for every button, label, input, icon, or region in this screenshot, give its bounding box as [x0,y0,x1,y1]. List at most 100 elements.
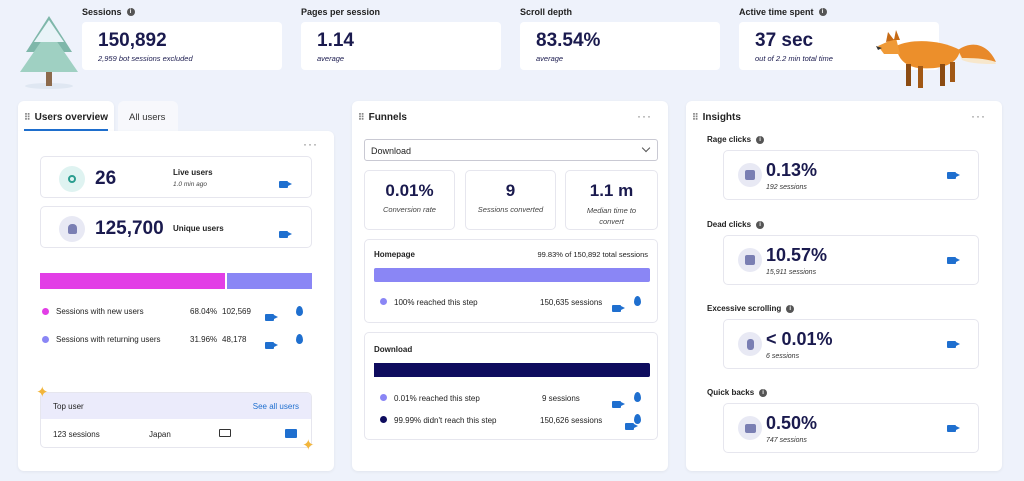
insight-value: < 0.01% [766,329,833,349]
unique-users-label: Unique users [173,224,224,233]
insight-card-rage-clicks[interactable]: 0.13% 192 sessions [723,150,979,200]
recording-icon[interactable] [279,231,292,238]
returning-users-row: Sessions with returning users 31.96% 48,… [40,333,312,349]
legend-dot [380,416,387,423]
legend-dot [42,336,49,343]
stat-value: 0.01% [385,181,434,200]
unique-users-value: 125,700 [95,218,164,239]
new-vs-returning-bar [40,273,312,289]
insight-card-dead-clicks[interactable]: 10.57% 15,911 sessions [723,235,979,285]
more-options-icon[interactable]: ··· [303,137,318,151]
insight-card-excessive-scrolling[interactable]: < 0.01% 6 sessions [723,319,979,369]
sparkle-icon: ✦ [36,384,49,401]
legend-dot [380,394,387,401]
insight-value: 10.57% [766,245,828,265]
tab-all-users[interactable]: All users [118,101,178,131]
top-user-title: Top user [53,402,84,411]
top-user-sessions: 123 sessions [53,430,100,439]
metric-sub: average [536,54,564,63]
top-user-card: Top user See all users 123 sessions Japa… [40,392,312,448]
recording-icon[interactable] [279,181,292,188]
tab-users-overview[interactable]: ⠿ Users overview [18,101,114,131]
metric-scroll-depth: Scroll depth 83.54% average [520,7,720,70]
funnel-select-value: Download [371,146,412,156]
top-user-country: Japan [149,430,171,439]
info-icon[interactable]: i [818,8,827,16]
heatmap-icon[interactable] [296,306,303,316]
id-card-icon[interactable] [285,429,297,438]
recording-icon[interactable] [947,425,960,432]
heatmap-icon[interactable] [634,392,641,402]
info-icon[interactable]: i [756,220,765,229]
step-progress-fill [374,268,650,282]
live-users-card: 26 Live users 1.0 min ago [40,156,312,198]
metric-active-time: Active time spent i 37 sec out of 2.2 min… [739,7,939,70]
user-icon [59,216,85,242]
info-icon[interactable]: i [759,388,768,397]
live-users-value: 26 [95,168,117,189]
row-pct: 31.96% [190,335,218,344]
heatmap-icon[interactable] [634,414,641,424]
funnel-step-download: Download 0.01% reached this step 9 sessi… [364,332,658,440]
returning-users-bar-segment [227,273,312,289]
recording-icon[interactable] [612,401,625,408]
drag-handle-icon[interactable]: ⠿ [692,112,699,122]
not-reached-sessions: 150,626 sessions [540,416,603,425]
insight-label-text: Quick backs [707,388,755,397]
info-icon[interactable]: i [756,135,765,144]
row-count: 102,569 [222,307,251,316]
live-users-time: 1.0 min ago [173,181,207,188]
drag-handle-icon[interactable]: ⠿ [24,112,31,122]
insight-sessions: 192 sessions [766,184,807,191]
not-reached-label: 99.99% didn't reach this step [394,416,497,425]
info-icon[interactable]: i [786,304,795,313]
legend-dot [42,308,49,315]
insight-value: 0.13% [766,160,818,180]
step-title: Homepage [374,250,415,259]
info-icon[interactable]: i [126,8,135,16]
tab-label: All users [129,112,166,123]
unique-users-card: 125,700 Unique users [40,206,312,248]
recording-icon[interactable] [265,314,278,321]
live-users-label: Live users [173,168,213,177]
scroll-icon [738,332,762,356]
more-options-icon[interactable]: ··· [971,109,986,123]
insight-label-text: Excessive scrolling [707,304,782,313]
recording-icon[interactable] [265,342,278,349]
funnel-step-homepage: Homepage 99.83% of 150,892 total session… [364,239,658,323]
stat-label: Median time to convert [586,206,637,226]
live-signal-icon [59,166,85,192]
insight-label-excessive-scrolling: Excessive scrolling i [707,304,795,313]
chevron-down-icon [641,143,651,153]
desktop-icon [219,429,231,437]
funnel-stat-median-time: 1.1 m Median time to convert [565,170,658,230]
reached-label: 100% reached this step [394,298,478,307]
recording-icon[interactable] [612,305,625,312]
recording-icon[interactable] [625,423,639,430]
heatmap-icon[interactable] [296,334,303,344]
sparkle-icon: ✦ [302,437,315,454]
heatmap-icon[interactable] [634,296,641,306]
funnel-select[interactable]: Download [364,139,658,161]
new-users-bar-segment [40,273,226,289]
more-options-icon[interactable]: ··· [637,109,652,123]
step-title: Download [374,345,413,354]
rage-face-icon [738,163,762,187]
metric-label: Pages per session [301,7,381,17]
new-users-row: Sessions with new users 68.04% 102,569 [40,305,312,321]
see-all-users-link[interactable]: See all users [252,402,299,411]
drag-handle-icon[interactable]: ⠿ [358,112,365,122]
recording-icon[interactable] [947,257,960,264]
metric-value: 1.14 [317,30,354,51]
cursor-click-icon [738,248,762,272]
tab-label: Users overview [34,112,108,123]
recording-icon[interactable] [947,341,960,348]
insight-card-quick-backs[interactable]: 0.50% 747 sessions [723,403,979,453]
recording-icon[interactable] [947,172,960,179]
funnels-panel: ⠿ Funnels ··· Download 0.01% Conversion … [352,101,668,471]
reached-sessions: 9 sessions [542,394,580,403]
reached-sessions: 150,635 sessions [540,298,603,307]
step-total: 99.83% of 150,892 total sessions [537,250,649,259]
stat-value: 1.1 m [589,181,634,200]
row-label: Sessions with new users [56,307,144,316]
